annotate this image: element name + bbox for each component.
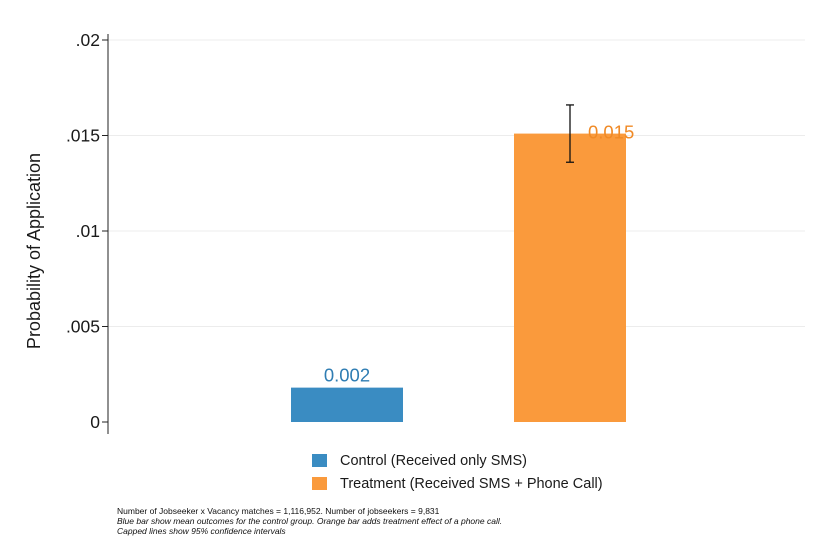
bar-labels: 0.002 0.015 xyxy=(324,122,634,386)
y-axis-ticks: 0 .005 .01 .015 .02 xyxy=(66,30,108,432)
error-bars xyxy=(566,104,574,163)
legend-label-treatment: Treatment (Received SMS + Phone Call) xyxy=(340,475,603,492)
note-sample-size: Number of Jobseeker x Vacancy matches = … xyxy=(117,506,440,516)
note-confidence-intervals: Capped lines show 95% confidence interva… xyxy=(117,526,286,536)
y-axis-label: Probability of Application xyxy=(24,153,44,349)
bars xyxy=(291,133,626,422)
legend-item-treatment: Treatment (Received SMS + Phone Call) xyxy=(312,472,603,495)
bar-value-label: 0.015 xyxy=(588,122,634,143)
y-tick-label: .02 xyxy=(76,30,100,50)
legend: Control (Received only SMS) Treatment (R… xyxy=(312,449,603,495)
bar-control xyxy=(291,387,403,422)
y-tick-label: .005 xyxy=(66,317,100,337)
bar-chart: 0 .005 .01 .015 .02 0.002 0.015 Probability o… xyxy=(24,30,805,434)
legend-swatch-control xyxy=(312,454,327,467)
y-tick-label: .015 xyxy=(66,126,100,146)
note-bar-explanation: Blue bar show mean outcomes for the cont… xyxy=(117,516,503,526)
bar-treatment xyxy=(514,133,626,422)
legend-swatch-treatment xyxy=(312,477,327,490)
legend-label-control: Control (Received only SMS) xyxy=(340,452,527,469)
y-tick-label: 0 xyxy=(90,412,100,432)
y-tick-label: .01 xyxy=(76,221,100,241)
gridlines xyxy=(108,39,805,327)
legend-item-control: Control (Received only SMS) xyxy=(312,449,603,472)
bar-value-label: 0.002 xyxy=(324,365,370,386)
chart-notes: Number of Jobseeker x Vacancy matches = … xyxy=(117,506,502,536)
